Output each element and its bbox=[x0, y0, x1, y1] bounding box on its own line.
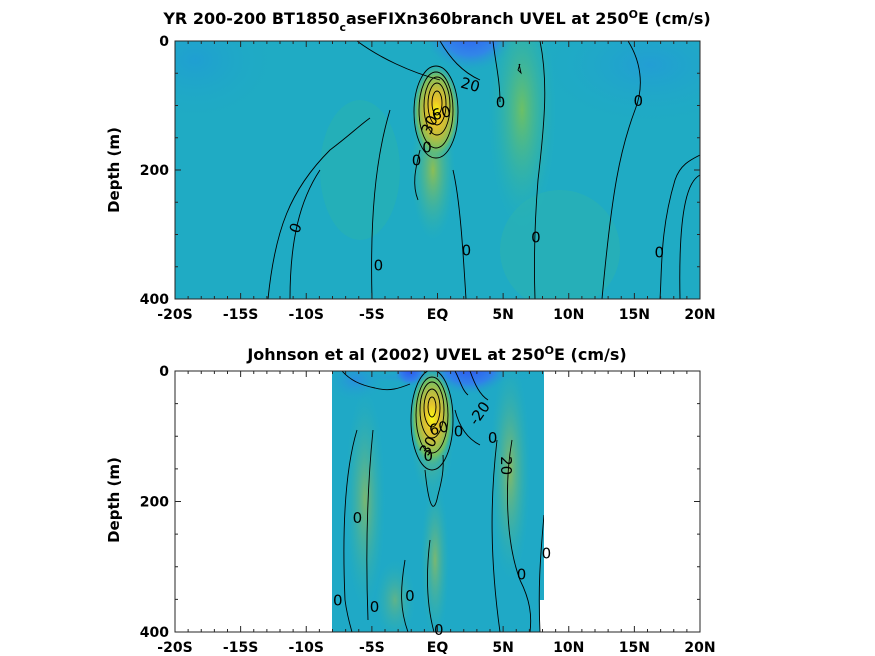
x-tick-label-bottom: -15S bbox=[223, 640, 258, 656]
contour-label: 0 bbox=[462, 242, 472, 260]
contour-label: 0 bbox=[424, 447, 434, 465]
y-tick-label-top: 200 bbox=[140, 163, 169, 179]
contour-label: 0 bbox=[517, 566, 527, 584]
y-tick-label-bottom: 400 bbox=[140, 625, 169, 641]
x-tick-label-bottom: EQ bbox=[427, 640, 449, 656]
x-tick-label-top: 20N bbox=[684, 307, 715, 323]
y-axis-label-top: Depth (m) bbox=[105, 127, 123, 213]
x-axis-bottom: -20S -15S -10S -5S EQ 5N 10N 15N 20N bbox=[157, 371, 716, 656]
x-tick-label-top: -10S bbox=[289, 307, 324, 323]
y-tick-label-bottom: 0 bbox=[159, 364, 169, 380]
x-tick-label-top: -5S bbox=[359, 307, 385, 323]
contour-label: 0 bbox=[488, 429, 498, 447]
contour-label: 20 bbox=[497, 456, 515, 475]
y-tick-label-top: 400 bbox=[140, 292, 169, 308]
contour-label: 0 bbox=[374, 256, 384, 274]
contour-label: 0 bbox=[531, 229, 541, 247]
contour-label: 0 bbox=[454, 423, 464, 441]
contour-label: 0 bbox=[422, 138, 432, 156]
velocity-field-bottom bbox=[332, 371, 544, 632]
contour-label: 0 bbox=[655, 244, 665, 262]
x-tick-label-top: EQ bbox=[427, 307, 449, 323]
contour-label: 0 bbox=[434, 621, 444, 639]
x-tick-label-bottom: -20S bbox=[157, 640, 192, 656]
contours-top bbox=[267, 41, 700, 299]
x-tick-label-bottom: -10S bbox=[289, 640, 324, 656]
contour-label: 0 bbox=[405, 587, 415, 605]
x-tick-label-bottom: 10N bbox=[553, 640, 584, 656]
contour-label: 0 bbox=[370, 598, 380, 616]
contour-label: 60 bbox=[430, 102, 453, 124]
contour-label: 0 bbox=[542, 545, 552, 563]
x-tick-label-top: 10N bbox=[553, 307, 584, 323]
contour-label: 0 bbox=[412, 151, 422, 169]
contour-label: 60 bbox=[427, 417, 450, 439]
y-tick-label-bottom: 200 bbox=[140, 495, 169, 511]
x-tick-label-bottom: 5N bbox=[492, 640, 513, 656]
x-tick-label-bottom: -5S bbox=[359, 640, 385, 656]
x-tick-label-bottom: 20N bbox=[684, 640, 715, 656]
x-tick-label-top: -15S bbox=[223, 307, 258, 323]
y-tick-label-top: 0 bbox=[159, 34, 169, 50]
x-tick-label-top: 5N bbox=[492, 307, 513, 323]
chart-title-bottom: Johnson et al (2002) UVEL at 250OE (cm/s… bbox=[246, 344, 626, 364]
contours-bottom bbox=[341, 371, 544, 632]
y-axis-label-bottom: Depth (m) bbox=[105, 457, 123, 543]
contour-label: 0 bbox=[634, 92, 644, 110]
contour-label: 0 bbox=[333, 592, 343, 610]
velocity-field-top bbox=[175, 41, 700, 299]
chart-title-top: YR 200-200 BT1850caseFIXn360branch UVEL … bbox=[162, 8, 710, 34]
contour-label: 0 bbox=[353, 509, 363, 527]
x-tick-label-top: -20S bbox=[157, 307, 192, 323]
x-axis-top: -20S -15S -10S -5S EQ 5N 10N 15N 20N bbox=[157, 41, 716, 323]
contour-label: 0 bbox=[496, 93, 506, 111]
contour-label: 20 bbox=[459, 74, 482, 96]
x-tick-label-top: 15N bbox=[619, 307, 650, 323]
x-tick-label-bottom: 15N bbox=[619, 640, 650, 656]
